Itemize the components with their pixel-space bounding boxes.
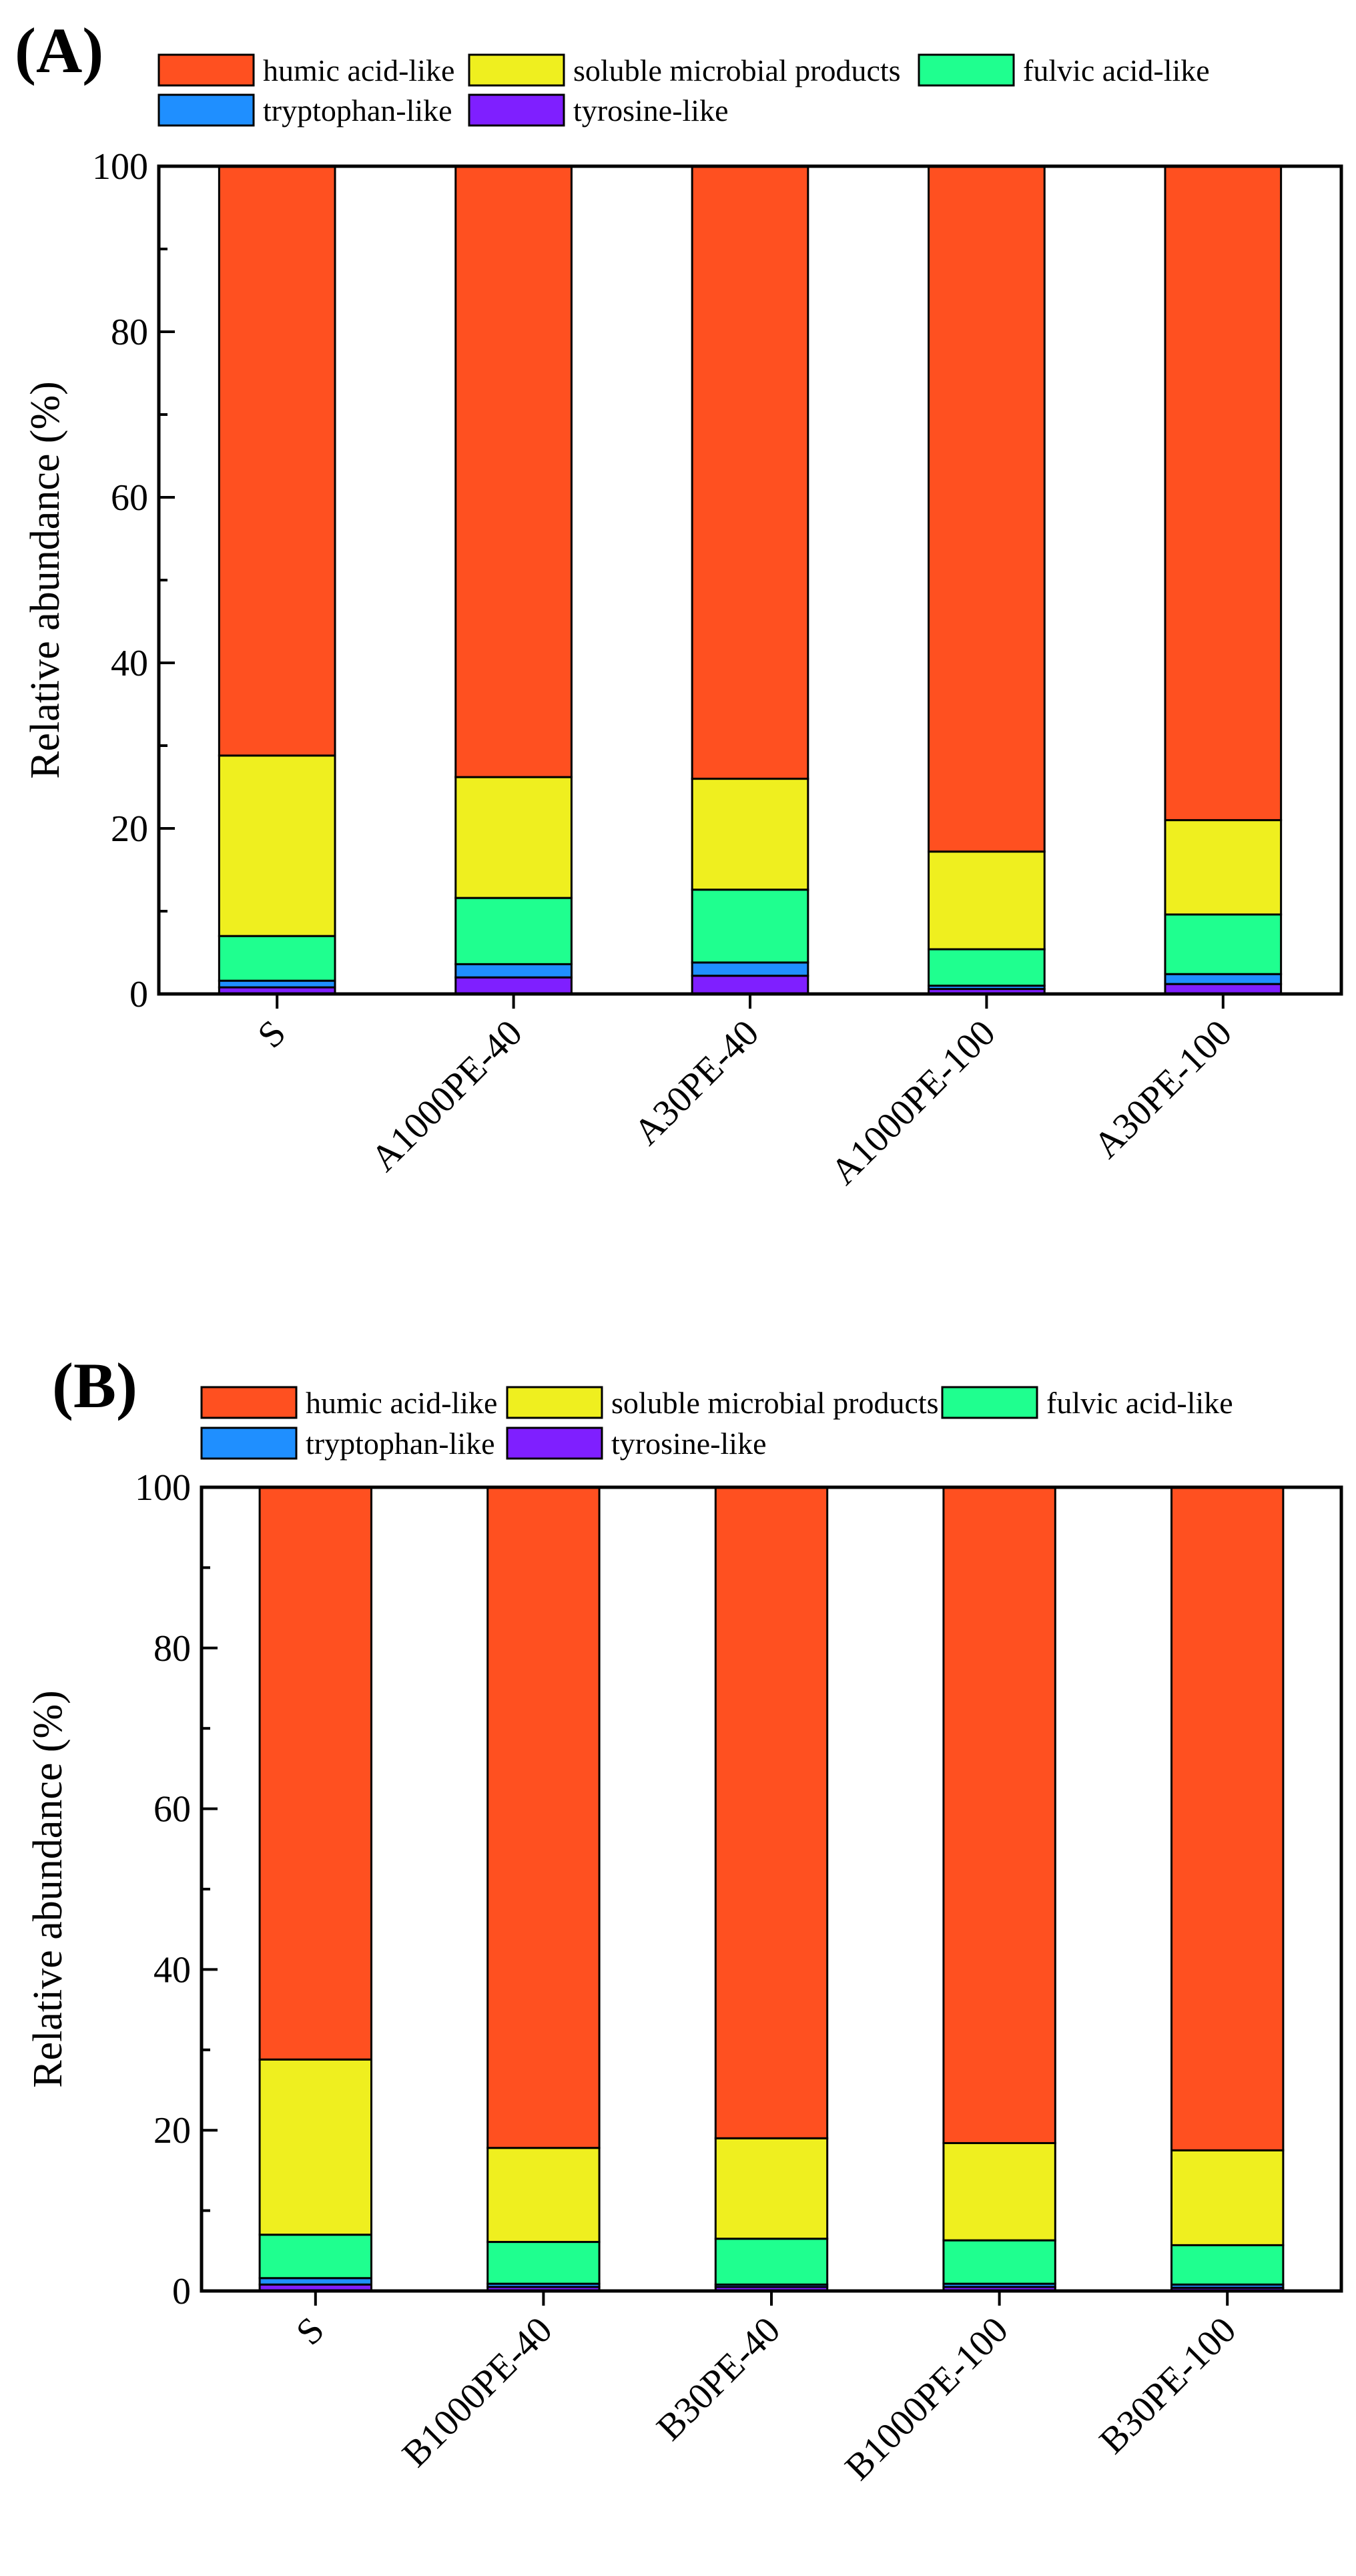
legend-swatch: [468, 93, 565, 127]
bar-segment: [1164, 913, 1283, 975]
legend-item: humic acid-like: [157, 53, 454, 87]
legend-swatch: [157, 93, 255, 127]
legend-item: tyrosine-like: [468, 93, 729, 127]
x-tick-label: A30PE-40: [626, 1012, 767, 1153]
panel-label: (B): [52, 1350, 137, 1421]
bar-segment: [486, 1486, 601, 2149]
bar-segment: [218, 165, 336, 757]
bar-segment: [1164, 819, 1283, 916]
legend-label: tyrosine-like: [573, 93, 729, 127]
legend: humic acid-like soluble microbial product…: [157, 53, 1210, 127]
legend-swatch: [506, 1427, 603, 1460]
legend-swatch: [941, 1386, 1038, 1419]
legend-item: fulvic acid-like: [941, 1386, 1233, 1420]
y-tick-label: 60: [111, 477, 148, 519]
bar-segment: [454, 165, 573, 778]
bar-segment: [928, 850, 1046, 951]
y-tick-label: 20: [153, 2110, 191, 2151]
legend-swatch: [157, 53, 255, 87]
y-tick-label: 60: [153, 1789, 191, 1830]
legend-item: tyrosine-like: [506, 1427, 767, 1461]
legend-item: tryptophan-like: [200, 1427, 495, 1461]
bar-segment: [928, 948, 1046, 987]
y-tick-label: 100: [135, 1467, 191, 1509]
y-tick-label: 100: [92, 146, 148, 188]
legend-label: fulvic acid-like: [1023, 53, 1210, 87]
bars: [218, 165, 1283, 995]
x-tick-label: B30PE-40: [649, 2309, 788, 2449]
bar-segment: [691, 888, 809, 964]
legend-swatch: [506, 1386, 603, 1419]
bars: [258, 1486, 1285, 2292]
bar-segment: [258, 2234, 372, 2280]
bar-segment: [942, 2239, 1056, 2285]
bar-segment: [691, 961, 809, 977]
legend-label: soluble microbial products: [611, 1386, 939, 1420]
y-axis-title: Relative abundance (%): [25, 1690, 71, 2088]
bar-segment: [218, 935, 336, 982]
legend-swatch: [918, 53, 1015, 87]
bar-segment: [258, 2058, 372, 2236]
x-tick-label: S: [288, 2309, 332, 2353]
x-tick-label: A30PE-100: [1086, 1012, 1240, 1166]
y-tick-label: 40: [111, 643, 148, 684]
legend-label: tyrosine-like: [611, 1427, 767, 1461]
bar-segment: [454, 896, 573, 965]
chart-panel-a: (A) humic acid-like soluble microbial prod…: [15, 15, 1343, 1193]
bar-segment: [454, 963, 573, 979]
bar-segment: [1164, 165, 1283, 822]
bar-segment: [691, 778, 809, 891]
x-tick-label: B30PE-100: [1092, 2309, 1245, 2462]
y-tick-label: 40: [153, 1949, 191, 1991]
chart-panel-b: (B) humic acid-like soluble microbial prod…: [25, 1350, 1343, 2489]
legend-item: soluble microbial products: [506, 1386, 939, 1420]
bar-segment: [454, 776, 573, 899]
bar-segment: [1164, 973, 1283, 985]
bar-segment: [1170, 2149, 1285, 2246]
y-tick-label: 20: [111, 808, 148, 850]
bar-segment: [714, 2238, 829, 2286]
legend-label: soluble microbial products: [573, 53, 901, 87]
legend-swatch: [468, 53, 565, 87]
y-tick-label: 80: [153, 1628, 191, 1669]
bar-segment: [486, 2241, 601, 2285]
bar-segment: [714, 2137, 829, 2240]
legend-item: tryptophan-like: [157, 93, 452, 127]
y-tick-label: 0: [172, 2271, 191, 2312]
x-tick-label: A1000PE-40: [363, 1012, 531, 1180]
x-tick-label: B1000PE-40: [394, 2309, 560, 2475]
legend-label: humic acid-like: [306, 1386, 497, 1420]
bar-segment: [691, 975, 809, 995]
panel-label: (A): [15, 15, 103, 86]
bar-segment: [942, 1486, 1056, 2144]
bar-segment: [714, 1486, 829, 2139]
bar-segment: [691, 165, 809, 780]
legend-label: tryptophan-like: [263, 93, 452, 127]
bar-segment: [928, 165, 1046, 853]
y-axis-title: Relative abundance (%): [23, 381, 68, 779]
bar-segment: [258, 1486, 372, 2061]
bar-segment: [454, 976, 573, 995]
legend-swatch: [200, 1386, 298, 1419]
legend-swatch: [200, 1427, 298, 1460]
legend-item: humic acid-like: [200, 1386, 497, 1420]
legend-label: fulvic acid-like: [1046, 1386, 1233, 1420]
legend-label: tryptophan-like: [306, 1427, 495, 1461]
y-tick-label: 80: [111, 312, 148, 353]
y-tick-label: 0: [129, 974, 148, 1015]
bar-segment: [486, 2147, 601, 2244]
bar-segment: [942, 2141, 1056, 2242]
bar-segment: [1170, 1486, 1285, 2151]
legend-item: soluble microbial products: [468, 53, 901, 87]
x-tick-label: B1000PE-100: [837, 2309, 1016, 2488]
bar-segment: [1170, 2244, 1285, 2286]
bar-segment: [218, 754, 336, 937]
legend: humic acid-like soluble microbial product…: [200, 1386, 1233, 1461]
x-tick-label: S: [250, 1012, 294, 1056]
x-tick-label: A1000PE-100: [823, 1012, 1003, 1192]
legend-item: fulvic acid-like: [918, 53, 1210, 87]
legend-label: humic acid-like: [263, 53, 454, 87]
